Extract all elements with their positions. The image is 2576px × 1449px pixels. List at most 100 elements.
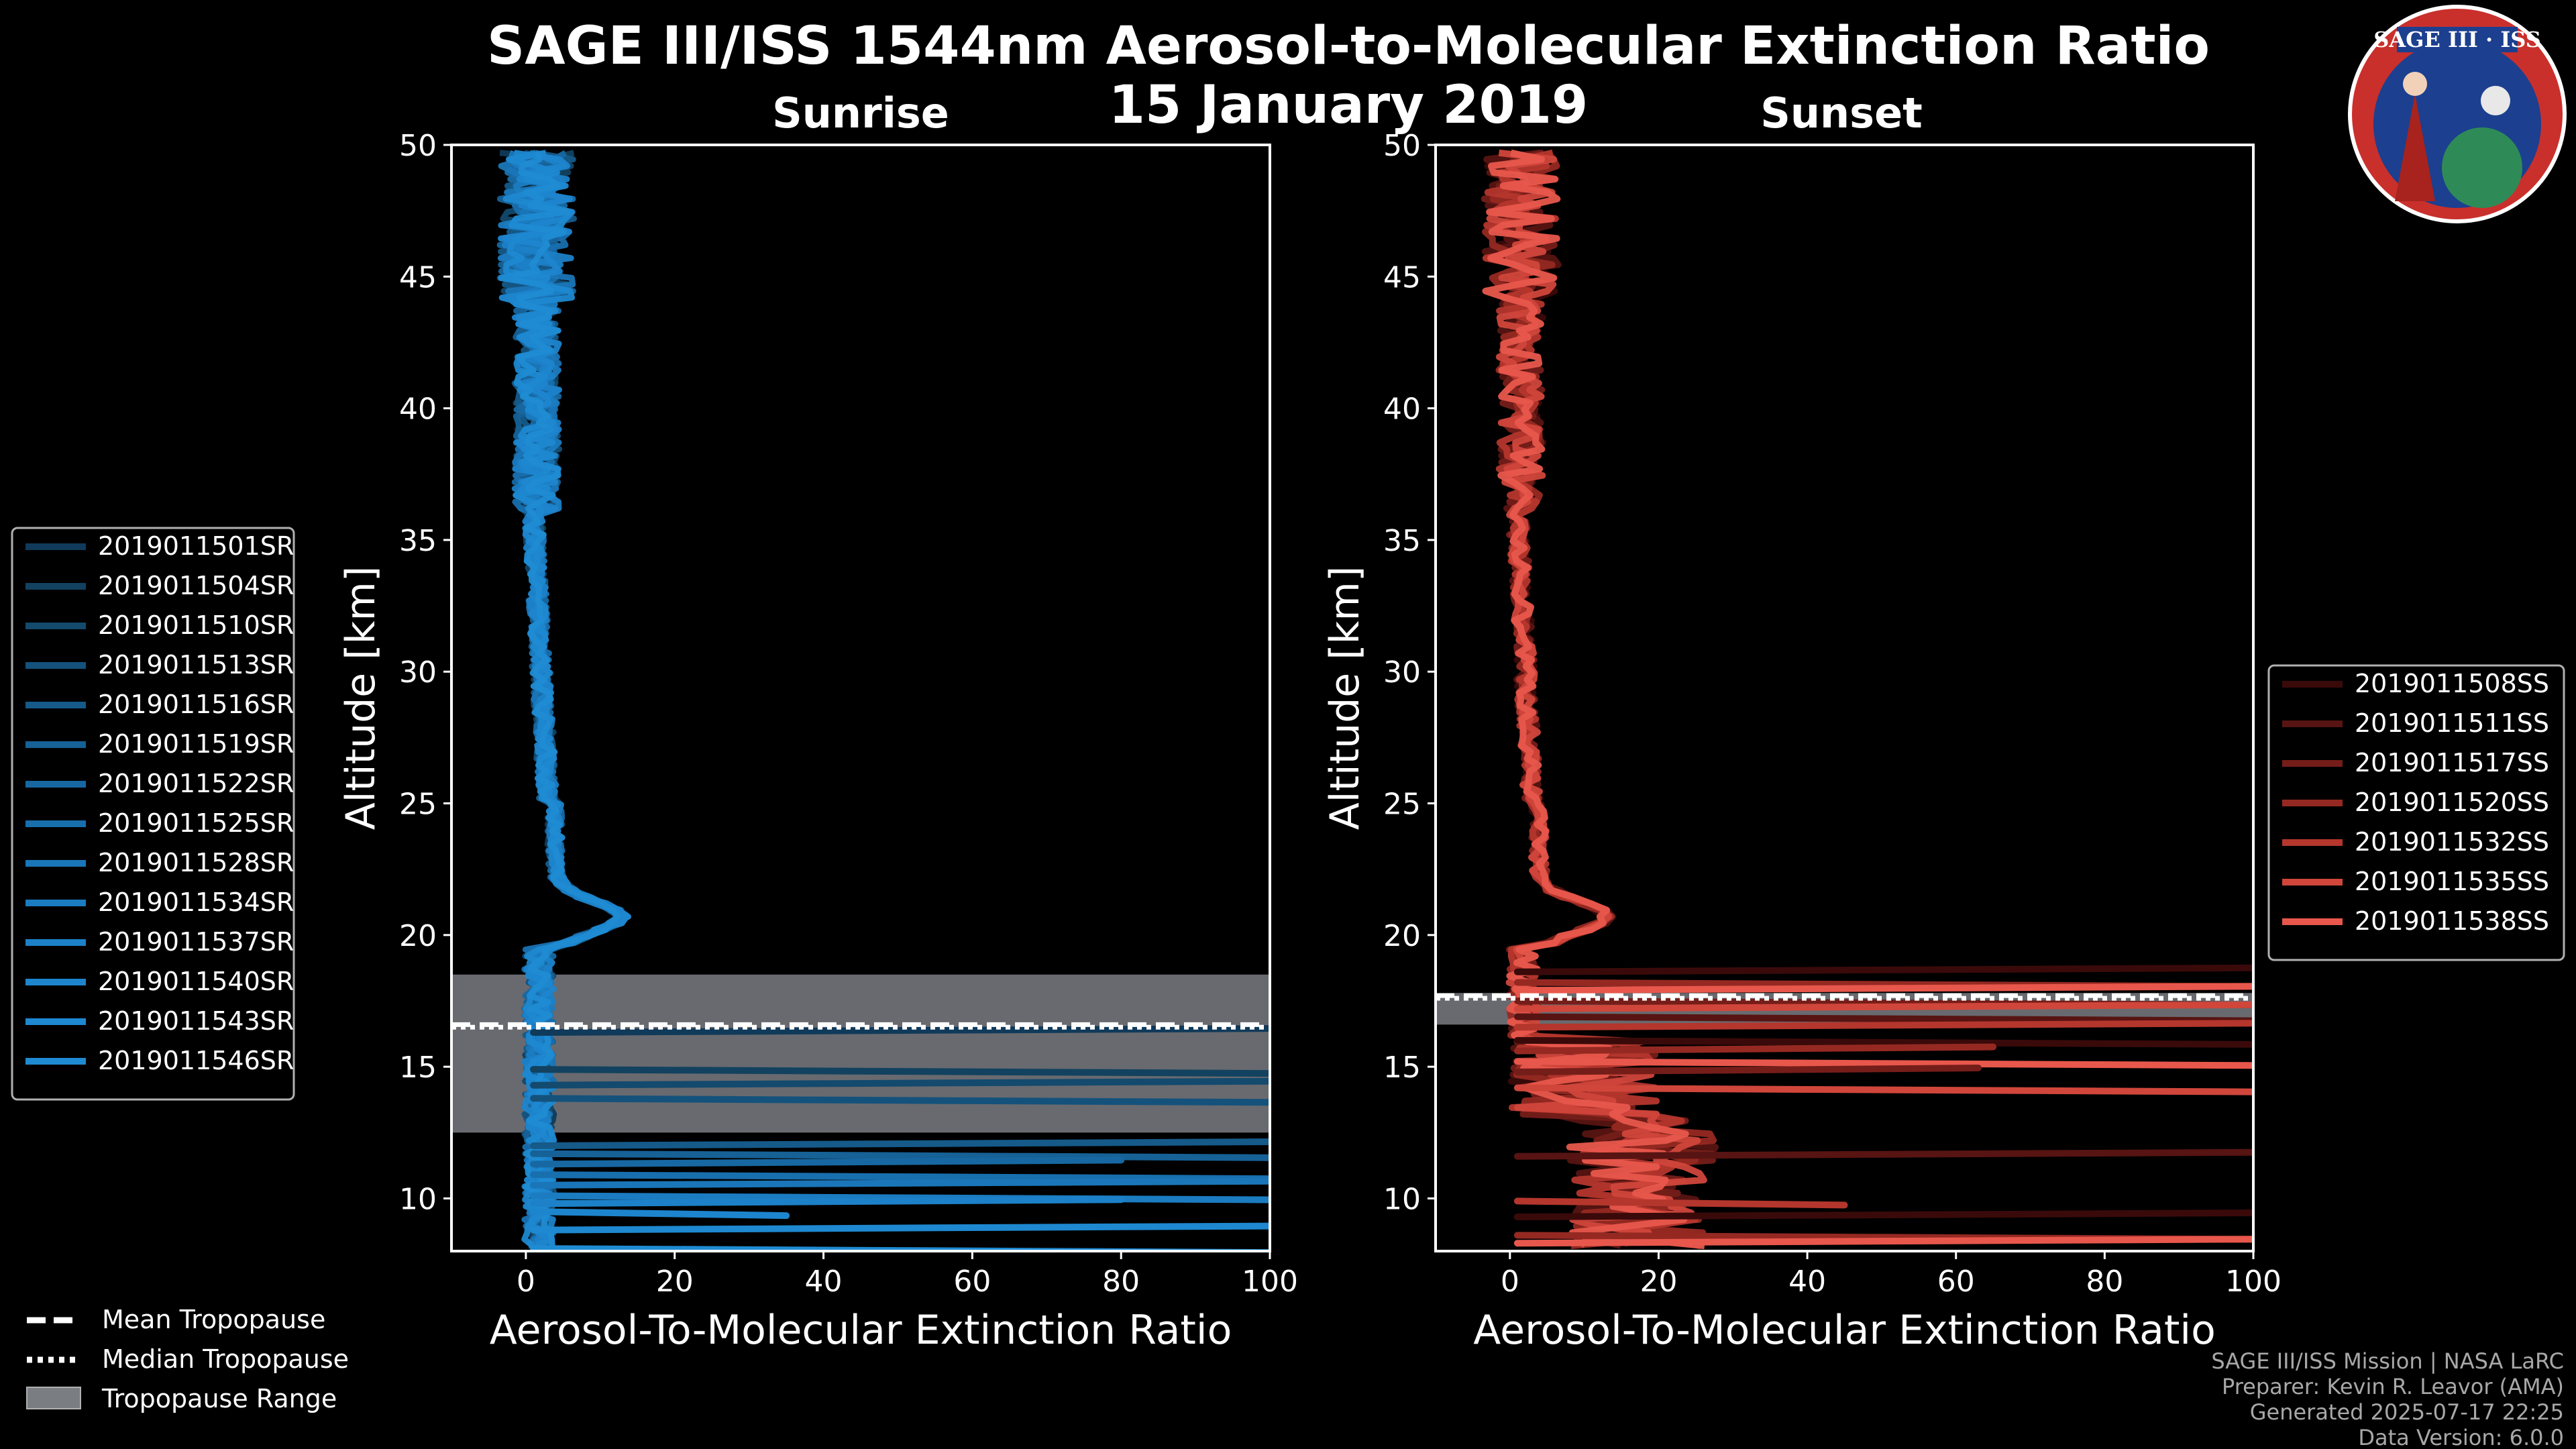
x-tick-label: 80 <box>1102 1265 1140 1299</box>
y-tick-label: 10 <box>1383 1182 1421 1216</box>
legend-label-2019011522SR: 2019011522SR <box>98 769 294 798</box>
legend-tropopause-label: Mean Tropopause <box>102 1305 325 1334</box>
figure-title: SAGE III/ISS 1544nm Aerosol-to-Molecular… <box>487 16 2210 76</box>
legend-label-2019011510SR: 2019011510SR <box>98 610 294 640</box>
figure-subtitle-date: 15 January 2019 <box>1109 75 1589 136</box>
x-tick-label: 0 <box>1501 1265 1519 1299</box>
spike-line <box>530 1222 1270 1234</box>
legend-label-2019011534SR: 2019011534SR <box>98 888 294 917</box>
y-axis-label: Altitude [km] <box>1322 566 1368 830</box>
panel-title-sunset: Sunset <box>1760 89 1923 138</box>
footer-line: Preparer: Kevin R. Leavor (AMA) <box>2222 1374 2564 1399</box>
logo-title: SAGE III · ISS <box>2373 27 2541 52</box>
legend-label-2019011517SS: 2019011517SS <box>2355 748 2549 777</box>
x-axis-label: Aerosol-To-Molecular Extinction Ratio <box>1473 1307 2216 1354</box>
y-tick-label: 40 <box>399 392 437 427</box>
y-tick-label: 35 <box>399 524 437 558</box>
spike-line <box>1513 1197 1848 1209</box>
plot-area <box>451 145 1270 1251</box>
spike-line <box>1513 983 2253 994</box>
spike-line <box>1513 1043 1997 1055</box>
x-tick-label: 60 <box>953 1265 991 1299</box>
legend-tropopause-range-swatch <box>26 1387 81 1409</box>
legend-label-2019011543SR: 2019011543SR <box>98 1006 294 1036</box>
legend-label-2019011520SS: 2019011520SS <box>2355 788 2549 817</box>
spike-line <box>1513 1210 2253 1220</box>
x-tick-label: 20 <box>1640 1265 1677 1299</box>
spike-line <box>1513 1065 1982 1075</box>
tropopause-range-band <box>451 974 1270 1133</box>
spike-line <box>1513 1013 2253 1024</box>
spike-line <box>530 1177 1270 1189</box>
spike-line <box>530 1157 1125 1168</box>
y-tick-label: 25 <box>1383 788 1421 822</box>
y-tick-label: 50 <box>399 129 437 163</box>
y-tick-label: 50 <box>1383 129 1421 163</box>
series-line-2019011546SR <box>498 152 621 1246</box>
spike-line <box>530 1171 1270 1183</box>
x-tick-label: 40 <box>1788 1265 1826 1299</box>
y-tick-label: 20 <box>399 919 437 953</box>
axes-frame <box>450 144 1271 1252</box>
sage-iii-iss-logo: SAGE III · ISS <box>2348 5 2567 223</box>
spike-line <box>1513 1058 2253 1069</box>
spike-line <box>1513 1084 2253 1095</box>
legend-label-2019011546SR: 2019011546SR <box>98 1046 294 1075</box>
y-tick-label: 15 <box>1383 1051 1421 1085</box>
legend-label-2019011504SR: 2019011504SR <box>98 571 294 600</box>
x-tick-label: 0 <box>517 1265 535 1299</box>
legend-label-2019011540SR: 2019011540SR <box>98 967 294 996</box>
sunset-legend: 2019011508SS 2019011511SS 2019011517SS 2019… <box>2267 664 2565 961</box>
spike-line <box>530 1138 1270 1149</box>
legend-label-2019011532SS: 2019011532SS <box>2355 827 2549 857</box>
footer-line: Data Version: 6.0.0 <box>2358 1425 2564 1449</box>
x-tick-label: 100 <box>1242 1265 1298 1299</box>
x-tick-label: 40 <box>805 1265 843 1299</box>
legend-tropopause-label: Median Tropopause <box>102 1344 349 1374</box>
spike-line <box>1513 1001 2253 1012</box>
plot-area <box>1436 145 2253 1251</box>
footer-line: Generated 2025-07-17 22:25 <box>2250 1399 2564 1425</box>
spike-line <box>530 1208 790 1220</box>
legend-label-2019011537SR: 2019011537SR <box>98 927 294 957</box>
spike-line <box>1513 1020 2253 1031</box>
y-tick-label: 35 <box>1383 524 1421 558</box>
y-tick-label: 10 <box>399 1182 437 1216</box>
y-axis-label: Altitude [km] <box>337 566 384 830</box>
x-tick-label: 60 <box>1937 1265 1975 1299</box>
panel-title-sunrise: Sunrise <box>772 89 949 138</box>
spike-line <box>1513 1236 2253 1247</box>
spike-line <box>1513 1148 2253 1160</box>
legend-label-2019011519SR: 2019011519SR <box>98 729 294 759</box>
legend-frame <box>11 527 295 1101</box>
legend-label-2019011511SS: 2019011511SS <box>2355 708 2549 738</box>
legend-label-2019011528SR: 2019011528SR <box>98 848 294 877</box>
legend-frame <box>2267 664 2565 961</box>
y-tick-label: 45 <box>1383 260 1421 294</box>
y-tick-label: 15 <box>399 1051 437 1085</box>
spike-line <box>1513 964 2253 975</box>
x-tick-label: 100 <box>2225 1265 2282 1299</box>
y-tick-label: 20 <box>1383 919 1421 953</box>
legend-tropopause-label: Tropopause Range <box>101 1384 337 1413</box>
spike-line <box>530 1095 1270 1106</box>
legend-label-2019011501SR: 2019011501SR <box>98 531 294 561</box>
panel-sunrise: Sunrise 0 20 40 60 80 100 10 15 20 25 30 35 40 45 50 Aer… <box>337 89 1298 1354</box>
y-tick-label: 45 <box>399 260 437 294</box>
y-tick-label: 25 <box>399 788 437 822</box>
x-tick-label: 80 <box>2086 1265 2123 1299</box>
legend-label-2019011538SS: 2019011538SS <box>2355 906 2549 936</box>
y-tick-label: 30 <box>1383 655 1421 690</box>
spike-line <box>530 1192 1270 1203</box>
legend-label-2019011516SR: 2019011516SR <box>98 690 294 719</box>
tropopause-legend: Mean Tropopause Median Tropopause Tropopau… <box>26 1305 349 1413</box>
x-tick-label: 20 <box>656 1265 694 1299</box>
y-tick-label: 40 <box>1383 392 1421 427</box>
x-axis-label: Aerosol-To-Molecular Extinction Ratio <box>490 1307 1232 1354</box>
legend-label-2019011525SR: 2019011525SR <box>98 808 294 838</box>
axes-frame <box>1434 144 2255 1252</box>
spike-line <box>530 1077 1270 1089</box>
spike-line <box>530 1066 1270 1077</box>
legend-label-2019011508SS: 2019011508SS <box>2355 669 2549 698</box>
